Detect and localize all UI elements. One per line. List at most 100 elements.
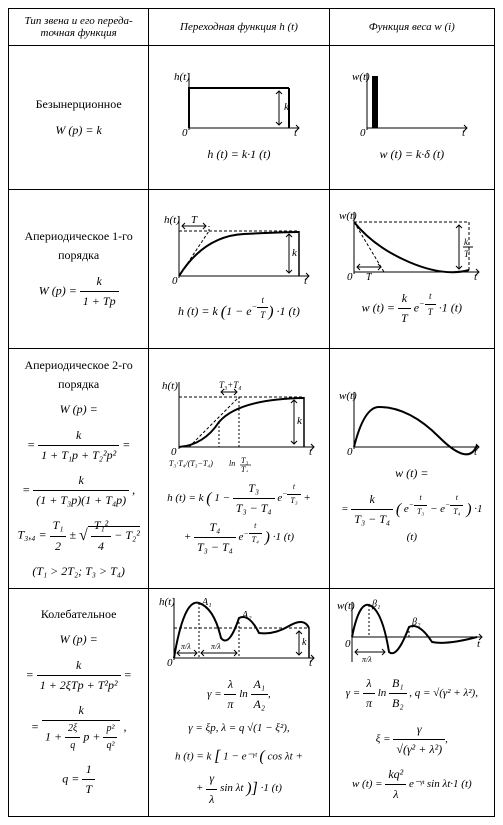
- svg-text:π/λ: π/λ: [362, 655, 372, 664]
- r4-w-l3: w (t) = kq²λ e⁻ᵞᵗ sin λt·1 (t): [352, 765, 472, 804]
- r3-sq-n: T₁²: [91, 516, 111, 536]
- row-oscillatory: Колебательное W (p) = = k1 + 2ξTp + T²p²…: [9, 588, 495, 816]
- r4-wg-eq: γ =: [346, 688, 361, 700]
- r4-f2df2d: q²: [103, 738, 117, 754]
- r4-q: q = 1T: [62, 760, 95, 799]
- r2-h-formula: h (t) = k (1 − e−tT) ·1 (t): [178, 293, 300, 325]
- r3-w-cell: w(t) 0 t w (t) = = kT₃ − T₄ ( e−tT₃ − e−…: [329, 349, 494, 589]
- r4-f2d1: 1 +: [45, 729, 62, 743]
- r4-hl3c: cos λt +: [268, 750, 303, 762]
- r3-eq1: =: [27, 437, 35, 451]
- svg-text:A₂: A₂: [241, 610, 252, 621]
- r4-type-cell: Колебательное W (p) = = k1 + 2ξTp + T²p²…: [9, 588, 149, 816]
- r1-h-chart: h(t) k 0 t: [174, 68, 304, 138]
- r2-type-title: Апериодическое 1-го порядка: [15, 227, 142, 265]
- svg-text:0: 0: [345, 638, 351, 650]
- r2-w-fd: T: [398, 309, 411, 328]
- r4-h-g: γ = λπ ln A₁A₂,: [207, 675, 271, 714]
- svg-text:π/λ: π/λ: [181, 642, 191, 651]
- svg-text:T: T: [366, 272, 373, 282]
- r4-wl3d: λ: [385, 785, 406, 804]
- svg-text:0: 0: [167, 657, 173, 668]
- svg-text:T₃: T₃: [241, 456, 248, 465]
- r4-h-chart: h(t) A₁ A₂ k 0 t π/λ π/λ: [159, 593, 319, 668]
- r4-f1d: 1 + 2ξTp + T²p²: [37, 676, 121, 695]
- svg-text:t: t: [304, 275, 308, 286]
- r4-hln: ln: [239, 688, 248, 700]
- r3-h-pre: h (t) = k: [167, 492, 203, 504]
- r4-hl4d: λ: [206, 790, 217, 809]
- r4-w-g: γ = λπ ln B₁B₂ , q = √(γ² + λ²),: [346, 674, 478, 713]
- r3-cond: (T₁ > 2T₂; T₃ > T₄): [32, 562, 125, 581]
- r4-wgn: λ: [363, 674, 375, 694]
- r2-wp-lhs: W (p) =: [39, 283, 77, 297]
- r4-wxin: γ: [393, 720, 445, 740]
- r4-hgd: π: [224, 695, 236, 714]
- svg-text:t: t: [474, 271, 478, 282]
- svg-text:w(t): w(t): [339, 390, 357, 402]
- r3-he2n: t: [249, 520, 262, 534]
- r4-hl4p: +: [196, 783, 203, 795]
- r2-h-paren: 1 − e: [226, 303, 251, 317]
- r3-h-chart: h(t) T₃+T₄ k 0 t T₃·T₄/(T₃−T₄) ln T₃ T₄: [159, 377, 319, 472]
- r4-f2df1d: q: [65, 738, 80, 754]
- r3-w-chart: w(t) 0 t: [339, 387, 484, 457]
- svg-text:t: t: [462, 127, 466, 138]
- r4-f2df1n: 2ξ: [65, 721, 80, 738]
- r3-h-p2: +: [184, 531, 191, 543]
- r4-w-cell: w(t) β₁ β₂ 0 t π/λ γ = λπ ln B₁B₂ , q = …: [329, 588, 494, 816]
- r3-hf2d: T₃ − T₄: [194, 538, 236, 557]
- r3-f2: = k(1 + T₃p)(1 + T₄p) ,: [22, 471, 135, 510]
- r2-type-cell: Апериодическое 1-го порядка W (p) = k1 +…: [9, 190, 149, 349]
- r3-f1: = k1 + T₁p + T₂²p² =: [27, 426, 130, 465]
- r2-w-pre: w (t) =: [362, 300, 395, 314]
- r4-qd: T: [82, 780, 95, 799]
- r4-hl3p: h (t) = k: [175, 750, 211, 762]
- r4-wxi-eq: ξ =: [376, 733, 391, 745]
- r1-type-formula: W (p) = k: [55, 121, 101, 140]
- r3-we1d: T₃: [414, 506, 427, 519]
- r4-wgd: π: [363, 694, 375, 713]
- r3-t34: T₃,₄ = T₁2 ± √ T₁²4 − T₂²: [17, 516, 139, 555]
- svg-text:h(t): h(t): [162, 380, 178, 392]
- r4-had: A₂: [251, 695, 269, 714]
- r3-h-om: 1 −: [214, 492, 230, 504]
- r3-mt2: − T₂²: [114, 528, 140, 542]
- r2-h-pre: h (t) = k: [178, 303, 218, 317]
- r4-h-l3: h (t) = k [ 1 − e⁻ᵞᵗ ( cos λt + + γλ sin…: [175, 744, 303, 809]
- r3-eq3: =: [22, 482, 30, 496]
- r3-f2n: k: [33, 471, 129, 491]
- r2-w-fn: k: [398, 289, 411, 309]
- r4-hgn: λ: [224, 675, 236, 695]
- r3-we2n: t: [450, 492, 463, 506]
- r3-t34-n: T₁: [50, 516, 67, 536]
- svg-text:t: t: [294, 127, 298, 138]
- r4-wl3n: kq²: [385, 765, 406, 785]
- header-h: Переходная функция h (t): [149, 9, 329, 46]
- row-inertialess: Безынерционное W (p) = k h(t) k 0 t: [9, 46, 495, 190]
- r3-wfn: k: [351, 490, 393, 510]
- svg-text:T₃+T₄: T₃+T₄: [219, 380, 241, 390]
- r3-sq-d: 4: [91, 537, 111, 556]
- r4-h-cell: h(t) A₁ A₂ k 0 t π/λ π/λ γ =: [149, 588, 329, 816]
- r2-h-exp-n: t: [257, 293, 268, 308]
- r4-hl3e: 1 − e⁻ᵞᵗ: [223, 750, 257, 762]
- r4-f2: = k 1 + 2ξq p + p²q² ,: [31, 701, 127, 754]
- r2-type-formula: W (p) = k1 + Tp: [39, 272, 119, 311]
- svg-text:k: k: [464, 237, 469, 247]
- r4-c: ,: [123, 719, 126, 733]
- dynamics-table: Тип звена и его переда­точная функция Пе…: [8, 8, 495, 817]
- r3-we2d: T₄: [450, 506, 463, 519]
- r4-wxid: √(γ² + λ²): [393, 740, 445, 759]
- svg-text:A₁: A₁: [201, 597, 212, 608]
- r1-w-cell: w(t) 0 t w (t) = k·δ (t): [329, 46, 494, 190]
- header-row: Тип звена и его переда­точная функция Пе…: [9, 9, 495, 46]
- r2-h-chart: h(t) T k 0 t: [164, 211, 314, 286]
- r1-type-title: Безынерционное: [36, 95, 122, 114]
- r2-h-exp-d: T: [257, 308, 268, 322]
- row-aperiodic-1: Апериодическое 1-го порядка W (p) = k1 +…: [9, 190, 495, 349]
- svg-text:0: 0: [171, 446, 177, 458]
- r4-wl3e: e⁻ᵞᵗ sin λt·1 (t): [409, 778, 472, 790]
- svg-text:T₄: T₄: [241, 465, 248, 472]
- r3-t34-lhs: T₃,₄ =: [17, 528, 46, 542]
